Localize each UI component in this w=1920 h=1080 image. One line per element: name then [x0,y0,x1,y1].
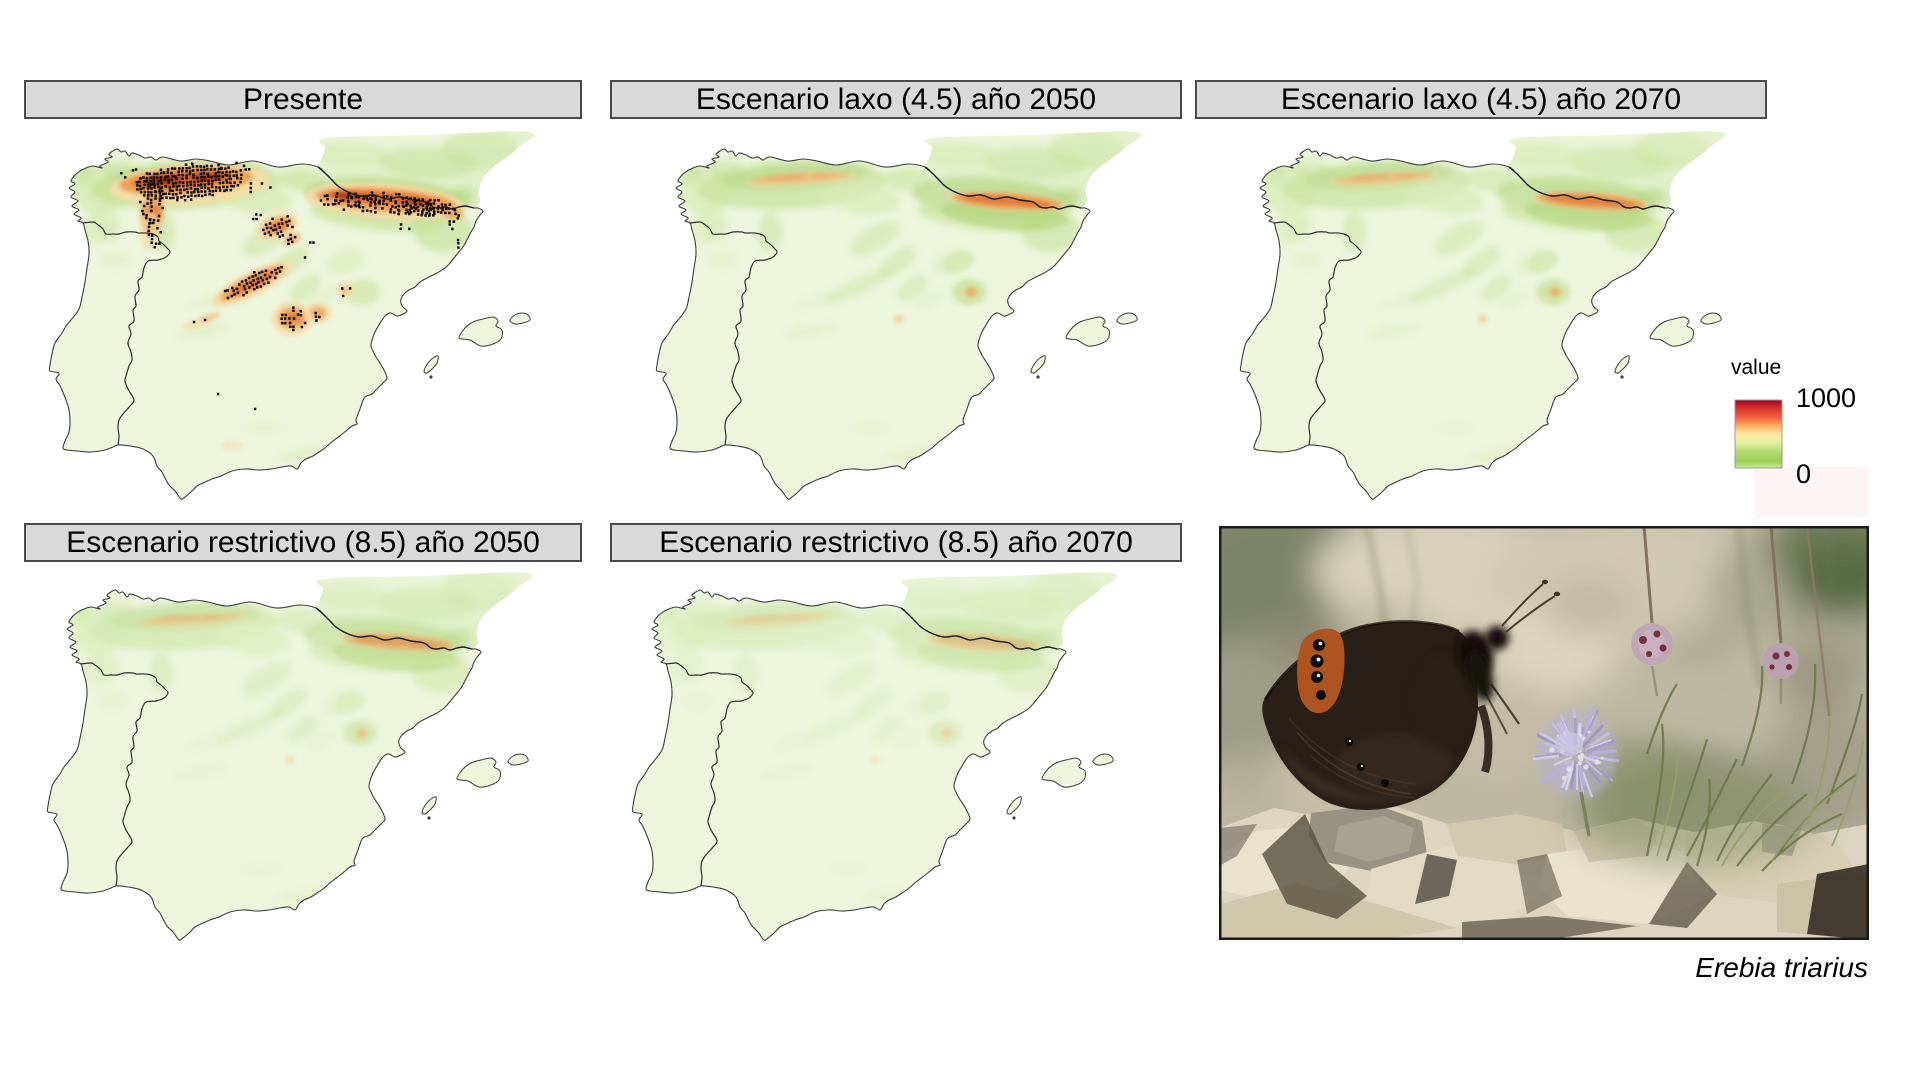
svg-text:0: 0 [1796,459,1811,489]
svg-text:1000: 1000 [1796,383,1856,413]
svg-text:value: value [1731,356,1781,379]
